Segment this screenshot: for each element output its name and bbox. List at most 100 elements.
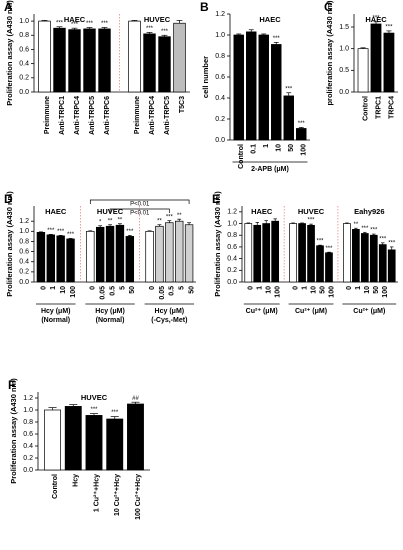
x-tick-label: Control [362, 96, 369, 121]
bar [357, 48, 369, 93]
panel-label: C [324, 0, 333, 14]
bar [289, 223, 297, 283]
significance-label: ** [354, 222, 359, 228]
x-tick-label: 50 [319, 286, 326, 294]
x-tick-label: 10 [60, 286, 67, 294]
y-tick-label: 1.2 [215, 11, 225, 18]
x-tick-label: 50 [288, 144, 295, 152]
significance-label: *** [166, 214, 174, 220]
bar [296, 128, 307, 141]
y-tick-label: 0.0 [227, 279, 237, 286]
significance-label: *** [111, 410, 119, 416]
significance-label: ** [118, 217, 123, 223]
significance-label: ** [108, 218, 113, 224]
y-tick-label: 0.6 [19, 46, 29, 53]
panel-label: A [4, 0, 13, 14]
y-tick-label: 0.8 [227, 232, 237, 239]
group-title: HAEC [45, 207, 67, 216]
y-axis-label: Proliferation assay (A430 nm) [5, 191, 14, 297]
bar [360, 233, 369, 283]
bar [106, 418, 124, 471]
bar [233, 34, 244, 141]
x-tick-label: 50 [373, 286, 380, 294]
y-tick-label: 0.5 [339, 67, 349, 74]
x-tick-label: 0 [40, 286, 47, 290]
panel-label: E [212, 192, 220, 206]
x-axis-sublabel: (Normal) [41, 317, 70, 324]
x-tick-label: 50 [188, 286, 195, 294]
y-tick-label: 1.5 [339, 24, 349, 31]
significance-label: *** [71, 22, 79, 28]
x-tick-label: 5 [179, 286, 186, 290]
bar [258, 34, 269, 141]
y-axis-label: cell number [201, 56, 210, 98]
bar [127, 403, 144, 471]
y-tick-label: 1.2 [227, 209, 237, 216]
bar [66, 238, 75, 283]
y-tick-label: 0.0 [215, 137, 225, 144]
panel-label: B [200, 0, 209, 14]
bar [244, 223, 253, 283]
group-title: Eahy926 [354, 207, 384, 216]
y-tick-label: 1.2 [19, 218, 29, 225]
y-tick-label: 1.0 [19, 228, 29, 235]
significance-label: *** [316, 239, 324, 245]
x-tick-label: Control [52, 474, 59, 499]
y-tick-label: 0.0 [19, 89, 29, 96]
bar [36, 231, 46, 283]
x-axis-label: Hcy (μM) [95, 308, 125, 315]
bar [325, 252, 333, 283]
y-tick-label: 1.0 [215, 32, 225, 39]
x-tick-label: 100 [70, 286, 77, 298]
x-tick-label: Preimmune [44, 96, 51, 134]
x-tick-label: 100 [275, 286, 282, 298]
significance-label: ** [177, 213, 182, 219]
x-tick-label: 0.1 [251, 144, 258, 154]
x-axis-sublabel: (-Cys,-Met) [151, 317, 187, 324]
x-axis-label: 2-APB (μM) [251, 166, 289, 173]
y-axis-label: Proliferation assay (A430 nm) [213, 191, 222, 297]
bar [378, 244, 387, 283]
bar [128, 20, 141, 93]
bar [145, 230, 154, 283]
bar [64, 406, 82, 471]
x-tick-label: 100 [301, 144, 308, 156]
significance-label: *** [57, 229, 65, 235]
significance-label: *** [298, 121, 306, 127]
y-tick-label: 0.2 [19, 269, 29, 276]
bar [343, 223, 351, 283]
bar [115, 224, 125, 283]
y-tick-label: 0.4 [19, 259, 29, 266]
x-tick-label: 0 [149, 286, 156, 290]
x-tick-label: Anti-TRPC5 [89, 96, 96, 135]
bar [370, 23, 382, 93]
bar [383, 32, 395, 93]
significance-bracket [109, 208, 170, 213]
y-tick-label: 0.6 [227, 244, 237, 251]
x-tick-label: TRPC1 [375, 96, 382, 119]
y-axis-label: Proliferation assay (A430 nm) [9, 378, 18, 484]
x-tick-label: 0 [90, 286, 97, 290]
group-title: HAEC [365, 15, 387, 24]
significance-label: *** [379, 236, 387, 242]
y-tick-label: 0.8 [19, 238, 29, 245]
x-tick-label: 10 [310, 286, 317, 294]
bar [246, 31, 257, 141]
x-axis-label: Cu²⁺ (μM) [353, 308, 385, 315]
y-tick-label: 1.0 [227, 220, 237, 227]
bar [262, 223, 271, 283]
bar [125, 236, 135, 283]
significance-bracket [89, 199, 190, 204]
x-tick-label: 1 [263, 144, 270, 148]
x-tick-label: 10 [276, 144, 283, 152]
x-tick-label: Preimmune [134, 96, 141, 134]
bar [46, 234, 55, 283]
x-tick-label: 100 [328, 286, 335, 298]
x-tick-label: 100 [382, 286, 389, 298]
bar [387, 249, 396, 283]
bar [158, 36, 171, 93]
x-tick-label: 0.05 [159, 286, 166, 300]
bar [68, 29, 81, 93]
y-tick-label: 0.4 [23, 443, 33, 450]
significance-label: *** [161, 29, 169, 35]
